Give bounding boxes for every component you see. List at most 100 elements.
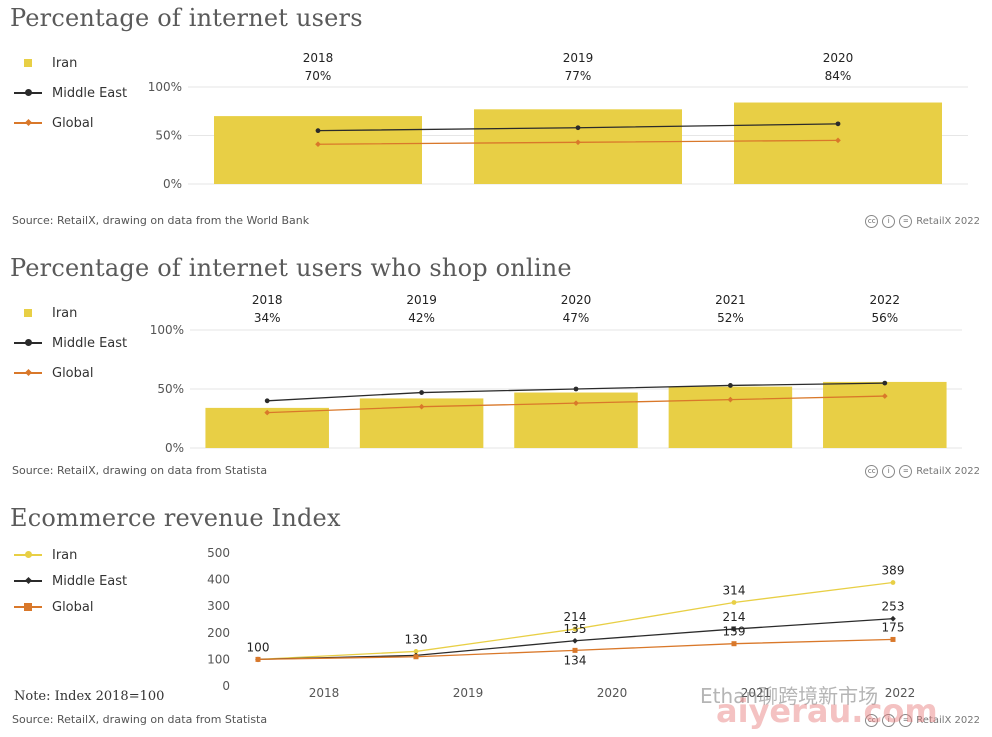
point-global (835, 137, 841, 144)
y-tick-label: 200 (207, 626, 230, 640)
category-label: 2020 (823, 51, 854, 65)
data-label: 314 (723, 583, 746, 597)
value-label: 42% (408, 311, 435, 325)
y-tick-label: 100% (148, 80, 182, 94)
legend-item-iran[interactable]: Iran (14, 298, 127, 328)
y-tick-label: 50% (157, 382, 184, 396)
chart1-title: Percentage of internet users (10, 4, 363, 32)
point-middle-east (315, 128, 321, 134)
bar-swatch-icon (14, 57, 42, 69)
data-label: 214 (564, 610, 587, 624)
point-global (890, 636, 896, 642)
chart2-plot: 0% 50% 100% 2018 34% 2019 42% 2020 47% 2021 52% 202… (150, 293, 962, 455)
point-middle-east (728, 383, 733, 388)
category-label: 2019 (563, 51, 594, 65)
category-label: 2022 (870, 293, 901, 307)
equals-icon: = (899, 714, 913, 727)
data-label: 134 (564, 653, 587, 667)
chart1-plot: 0% 50% 100% 2018 70% 2019 77% 2020 84% (148, 51, 968, 191)
point-global (731, 641, 737, 647)
y-tick-label: 50% (155, 129, 182, 143)
y-tick-label: 100 (207, 652, 230, 666)
category-label: 2018 (252, 293, 283, 307)
point-global (315, 141, 321, 148)
line-diamond-swatch-icon (14, 367, 42, 379)
legend-item-middle-east[interactable]: Middle East (14, 78, 127, 108)
data-label: 175 (882, 620, 905, 634)
data-label: 159 (723, 625, 746, 639)
x-tick-label: 2022 (885, 686, 916, 700)
point-global (727, 396, 734, 403)
chart2-legend: Iran Middle East Global (14, 298, 127, 388)
data-label: 214 (723, 610, 746, 624)
legend-item-middle-east[interactable]: Middle East (14, 568, 127, 594)
by-icon: i (882, 714, 896, 727)
cc-icon: cc (865, 714, 879, 727)
point-middle-east (575, 125, 581, 131)
point-middle-east (731, 626, 737, 632)
point-middle-east (572, 637, 578, 644)
line-dot-swatch-icon (14, 87, 42, 99)
point-middle-east (890, 615, 896, 622)
category-label: 2018 (303, 51, 334, 65)
bar-iran (474, 109, 682, 184)
y-tick-label: 400 (207, 573, 230, 587)
credit-text: RetailX 2022 (916, 216, 980, 227)
line-square-swatch-icon (14, 601, 42, 613)
equals-icon: = (899, 465, 913, 478)
value-label: 34% (254, 311, 281, 325)
point-global (572, 647, 578, 653)
watermark-text: Ethan聊跨境新市场 (700, 684, 879, 708)
point-middle-east (573, 386, 579, 392)
chart2-source: Source: RetailX, drawing on data from St… (12, 464, 268, 477)
line-dot-swatch-icon (14, 549, 42, 561)
legend-item-middle-east[interactable]: Middle East (14, 328, 127, 358)
point-middle-east (835, 121, 841, 127)
chart3-legend: Iran Middle East Global (14, 542, 127, 620)
bar-swatch-icon (14, 307, 42, 319)
data-label: 100 (247, 640, 270, 654)
chart3-source: Source: RetailX, drawing on data from St… (12, 713, 268, 726)
data-label: 389 (882, 564, 905, 578)
chart1-source: Source: RetailX, drawing on data from th… (12, 214, 310, 227)
legend-item-global[interactable]: Global (14, 108, 127, 138)
point-middle-east (419, 390, 424, 395)
line-diamond-swatch-icon (14, 575, 42, 587)
y-tick-label: 300 (207, 599, 230, 613)
legend-item-global[interactable]: Global (14, 358, 127, 388)
legend-label: Global (52, 365, 94, 381)
point-global (255, 656, 261, 662)
x-tick-label: 2021 (741, 686, 772, 700)
credit-text: RetailX 2022 (916, 715, 980, 726)
data-label: 130 (405, 632, 428, 646)
chart1-credit: cc i = RetailX 2022 (865, 215, 980, 228)
equals-icon: = (899, 215, 913, 228)
category-label: 2020 (561, 293, 592, 307)
chart2-credit: cc i = RetailX 2022 (865, 465, 980, 478)
legend-label: Iran (52, 547, 78, 563)
value-label: 47% (563, 311, 590, 325)
value-label: 77% (565, 69, 592, 83)
legend-label: Middle East (52, 85, 128, 101)
line-diamond-swatch-icon (14, 117, 42, 129)
point-iran (731, 600, 737, 605)
bar-iran (214, 116, 422, 184)
category-label: 2019 (406, 293, 437, 307)
point-global (413, 654, 419, 660)
chart3-title: Ecommerce revenue Index (10, 504, 341, 532)
chart3-plot: 0 100 200 300 400 500 2018 2019 2020 2021 2022 100 1… (207, 546, 916, 700)
by-icon: i (882, 465, 896, 478)
point-iran (572, 626, 578, 632)
legend-item-iran[interactable]: Iran (14, 48, 127, 78)
y-tick-label: 100% (150, 323, 184, 337)
legend-label: Middle East (52, 573, 128, 589)
legend-label: Middle East (52, 335, 128, 351)
bar-iran (668, 386, 793, 448)
y-tick-label: 500 (207, 546, 230, 560)
y-tick-label: 0 (222, 679, 230, 693)
data-label: 253 (882, 600, 905, 614)
x-tick-label: 2020 (597, 686, 628, 700)
legend-item-global[interactable]: Global (14, 594, 127, 620)
cc-icon: cc (865, 465, 879, 478)
legend-item-iran[interactable]: Iran (14, 542, 127, 568)
